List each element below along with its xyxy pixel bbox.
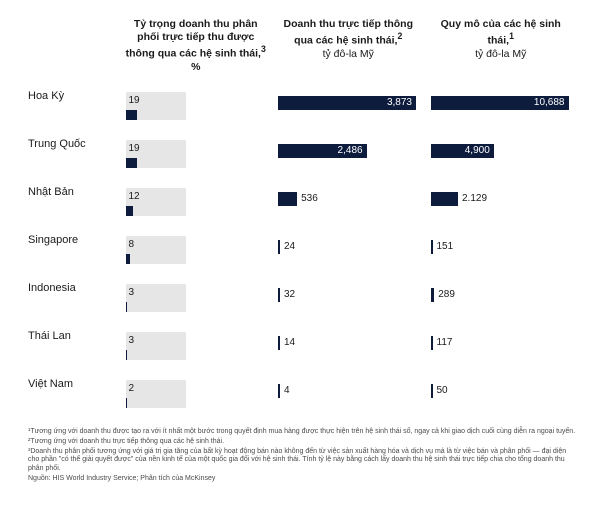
size-bar-row: 117: [431, 332, 572, 352]
pct-value: 3: [129, 335, 135, 346]
size-bar-row: 50: [431, 380, 572, 400]
revenue-cell: 536: [272, 182, 425, 230]
size-value: 50: [433, 384, 448, 398]
revenue-bar-row: 536: [278, 188, 419, 208]
size-bar-row: 151: [431, 236, 572, 256]
country-label: Thái Lan: [28, 326, 120, 374]
table-row: Singapore 8 24 151: [28, 230, 577, 278]
country-label: Hoa Kỳ: [28, 86, 120, 134]
size-bar-row: 10,688: [431, 92, 572, 112]
pct-fill: [126, 350, 128, 360]
size-value: 289: [434, 288, 455, 302]
revenue-value: 4: [280, 384, 290, 398]
revenue-bar-row: 32: [278, 284, 419, 304]
size-bar-row: 289: [431, 284, 572, 304]
footnote-line: Nguồn: HIS World Industry Service; Phân …: [28, 475, 577, 484]
col1-header: Tỷ trọng doanh thu phân phối trực tiếp t…: [120, 18, 273, 86]
country-label: Trung Quốc: [28, 134, 120, 182]
size-cell: 289: [425, 278, 578, 326]
pct-value: 8: [129, 239, 135, 250]
revenue-cell: 4: [272, 374, 425, 422]
revenue-cell: 3,873: [272, 86, 425, 134]
col2-header: Doanh thu trực tiếp thông qua các hệ sin…: [272, 18, 425, 86]
pct-cell: 19: [120, 134, 273, 182]
pct-cell: 19: [120, 86, 273, 134]
table-row: Thái Lan 3 14 117: [28, 326, 577, 374]
table-row: Hoa Kỳ 19 3,873 10,688: [28, 86, 577, 134]
revenue-cell: 24: [272, 230, 425, 278]
size-cell: 2.129: [425, 182, 578, 230]
country-label: Việt Nam: [28, 374, 120, 422]
table-row: Việt Nam 2 4 50: [28, 374, 577, 422]
size-value: 10,688: [431, 96, 569, 110]
pct-value: 2: [129, 383, 135, 394]
pct-box: 19: [126, 92, 186, 120]
footnotes: ¹Tương ứng với doanh thu được tạo ra với…: [28, 428, 577, 484]
pct-box: 2: [126, 380, 186, 408]
pct-cell: 8: [120, 230, 273, 278]
pct-fill: [126, 110, 137, 120]
revenue-bar-row: 4: [278, 380, 419, 400]
revenue-value: 3,873: [278, 96, 416, 110]
revenue-value: 14: [280, 336, 295, 350]
chart-container: Tỷ trọng doanh thu phân phối trực tiếp t…: [0, 0, 605, 493]
footnote-line: ¹Tương ứng với doanh thu được tạo ra với…: [28, 428, 577, 437]
size-cell: 151: [425, 230, 578, 278]
pct-value: 19: [129, 95, 140, 106]
pct-box: 3: [126, 284, 186, 312]
chart-table: Tỷ trọng doanh thu phân phối trực tiếp t…: [28, 18, 577, 422]
pct-fill: [126, 302, 128, 312]
revenue-cell: 2,486: [272, 134, 425, 182]
pct-fill: [126, 158, 137, 168]
size-bar-row: 4,900: [431, 140, 572, 160]
revenue-cell: 14: [272, 326, 425, 374]
size-bar: [431, 192, 458, 206]
country-label: Nhật Bản: [28, 182, 120, 230]
size-cell: 4,900: [425, 134, 578, 182]
table-row: Nhật Bản 12 536 2.129: [28, 182, 577, 230]
pct-fill: [126, 398, 127, 408]
pct-fill: [126, 206, 133, 216]
pct-cell: 12: [120, 182, 273, 230]
revenue-value: 536: [297, 192, 318, 206]
pct-value: 12: [129, 191, 140, 202]
revenue-value: 32: [280, 288, 295, 302]
revenue-value: 24: [280, 240, 295, 254]
pct-cell: 2: [120, 374, 273, 422]
size-value: 151: [433, 240, 454, 254]
table-row: Indonesia 3 32 289: [28, 278, 577, 326]
footnote-line: ²Tương ứng với doanh thu trực tiếp thông…: [28, 438, 577, 447]
col3-header: Quy mô của các hệ sinh thái,1tỷ đô-la Mỹ: [425, 18, 578, 86]
size-bar-row: 2.129: [431, 188, 572, 208]
footnote-line: ³Doanh thu phân phối tương ứng với giá t…: [28, 448, 577, 474]
revenue-value: 2,486: [278, 144, 367, 158]
revenue-bar-row: 14: [278, 332, 419, 352]
size-cell: 50: [425, 374, 578, 422]
pct-value: 3: [129, 287, 135, 298]
country-label: Singapore: [28, 230, 120, 278]
revenue-bar-row: 24: [278, 236, 419, 256]
revenue-bar-row: 3,873: [278, 92, 419, 112]
pct-cell: 3: [120, 326, 273, 374]
table-row: Trung Quốc 19 2,486 4,900: [28, 134, 577, 182]
pct-box: 19: [126, 140, 186, 168]
pct-value: 19: [129, 143, 140, 154]
size-cell: 10,688: [425, 86, 578, 134]
size-cell: 117: [425, 326, 578, 374]
size-value: 2.129: [458, 192, 487, 206]
pct-box: 8: [126, 236, 186, 264]
country-label: Indonesia: [28, 278, 120, 326]
revenue-bar-row: 2,486: [278, 140, 419, 160]
revenue-cell: 32: [272, 278, 425, 326]
revenue-bar: [278, 192, 297, 206]
pct-box: 12: [126, 188, 186, 216]
pct-box: 3: [126, 332, 186, 360]
size-value: 4,900: [431, 144, 494, 158]
size-value: 117: [433, 336, 453, 350]
pct-cell: 3: [120, 278, 273, 326]
pct-fill: [126, 254, 131, 264]
